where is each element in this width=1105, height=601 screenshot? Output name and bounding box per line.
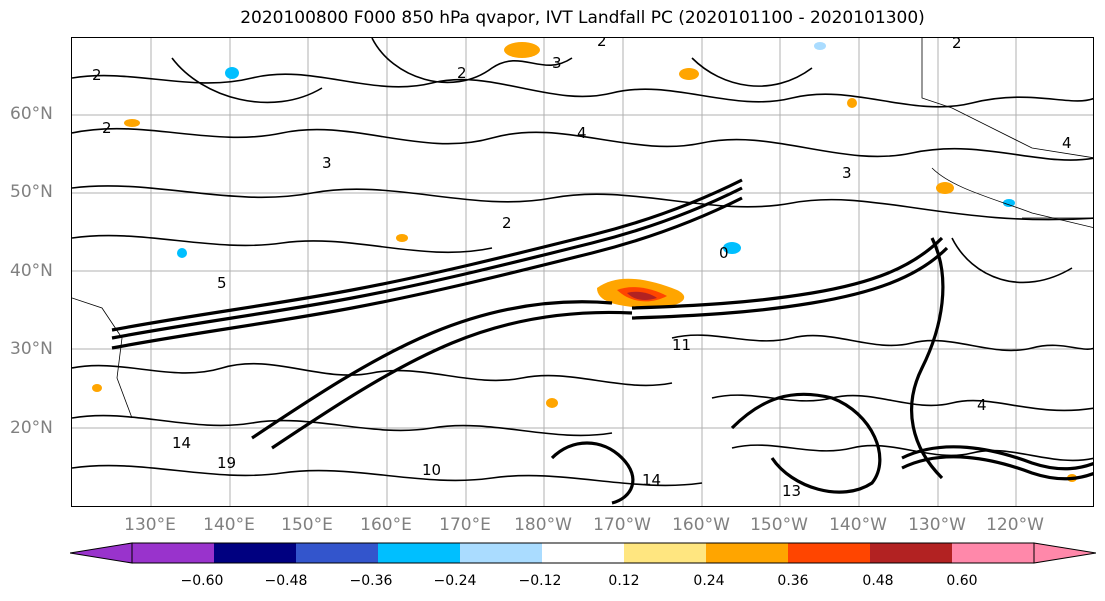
contour-label: 4 xyxy=(577,124,587,142)
contour-label: 2 xyxy=(952,38,962,52)
graticule xyxy=(72,38,1093,506)
colorbar-tick: −0.36 xyxy=(349,573,393,589)
colorbar-tick: 0.60 xyxy=(946,573,978,589)
colorbar-extend-low xyxy=(70,543,132,563)
lon-label: 170°E xyxy=(439,515,491,535)
colorbar-segment xyxy=(378,543,461,563)
colorbar-tick: 0.48 xyxy=(862,573,894,589)
contour-label: 14 xyxy=(172,434,191,452)
colorbar-segment xyxy=(214,543,297,563)
anomaly-patches xyxy=(92,42,1077,482)
contour-label: 0 xyxy=(719,244,729,262)
colorbar-tick: 0.24 xyxy=(693,573,725,589)
contour-label: 4 xyxy=(977,396,987,414)
colorbar-segment xyxy=(624,543,707,563)
lon-label: 180°W xyxy=(514,515,572,535)
colorbar-tick: −0.24 xyxy=(433,573,477,589)
colorbar-outline-right xyxy=(1033,542,1096,564)
contour-label: 11 xyxy=(672,336,691,354)
colorbar-segment xyxy=(870,543,953,563)
colorbar-segment xyxy=(788,543,871,563)
colorbar-tick: 0.12 xyxy=(608,573,640,589)
lon-label: 130°E xyxy=(124,515,176,535)
colorbar-segment xyxy=(296,543,379,563)
contour-label: 3 xyxy=(552,54,562,72)
colorbar-segment xyxy=(542,543,625,563)
colorbar xyxy=(70,542,1096,564)
colorbar-tick: −0.60 xyxy=(180,573,224,589)
lon-label: 170°W xyxy=(593,515,651,535)
colorbar-tick: −0.12 xyxy=(518,573,562,589)
colorbar-tick: 0.36 xyxy=(777,573,809,589)
contour-label: 10 xyxy=(422,461,441,479)
contour-label: 3 xyxy=(322,154,332,172)
contour-label: 5 xyxy=(217,274,227,292)
ivt-contours xyxy=(111,178,1093,505)
lon-label: 130°W xyxy=(908,515,966,535)
colorbar-extend-high xyxy=(1034,543,1096,563)
lon-label: 160°W xyxy=(672,515,730,535)
lat-label: 30°N xyxy=(10,339,53,359)
contour-label: 13 xyxy=(782,482,801,500)
colorbar-segment xyxy=(706,543,789,563)
map-title: 2020100800 F000 850 hPa qvapor, IVT Land… xyxy=(240,8,925,28)
contour-label: 19 xyxy=(217,454,236,472)
contour-label: 4 xyxy=(1062,134,1072,152)
lon-label: 140°W xyxy=(829,515,887,535)
lat-label: 50°N xyxy=(10,182,53,202)
contour-label: 2 xyxy=(457,64,467,82)
lat-label: 20°N xyxy=(10,418,53,438)
contour-label: 2 xyxy=(502,214,512,232)
colorbar-segment xyxy=(952,543,1035,563)
lon-label: 160°E xyxy=(360,515,412,535)
lon-label: 150°W xyxy=(750,515,808,535)
contour-label: 3 xyxy=(842,164,852,182)
contour-label: 2 xyxy=(102,119,112,137)
lat-label: 60°N xyxy=(10,104,53,124)
map-svg: 2 2 3 4 2 3 3 2 4 14 19 11 13 4 5 0 2 2 … xyxy=(72,38,1093,506)
contour-label: 2 xyxy=(92,66,102,84)
colorbar-segment xyxy=(460,543,543,563)
contour-label: 14 xyxy=(642,471,661,489)
qvapor-contours xyxy=(72,38,1093,487)
contour-label: 2 xyxy=(597,38,607,50)
colorbar-segment xyxy=(132,543,215,563)
lon-label: 150°E xyxy=(281,515,333,535)
map-plot-area: 2 2 3 4 2 3 3 2 4 14 19 11 13 4 5 0 2 2 … xyxy=(71,37,1094,507)
lon-label: 140°E xyxy=(203,515,255,535)
lon-label: 120°W xyxy=(986,515,1044,535)
lat-label: 40°N xyxy=(10,261,53,281)
coastlines xyxy=(72,38,1093,419)
colorbar-tick: −0.48 xyxy=(264,573,308,589)
contour-labels: 2 2 3 4 2 3 3 2 4 14 19 11 13 4 5 0 2 2 … xyxy=(92,38,1072,500)
